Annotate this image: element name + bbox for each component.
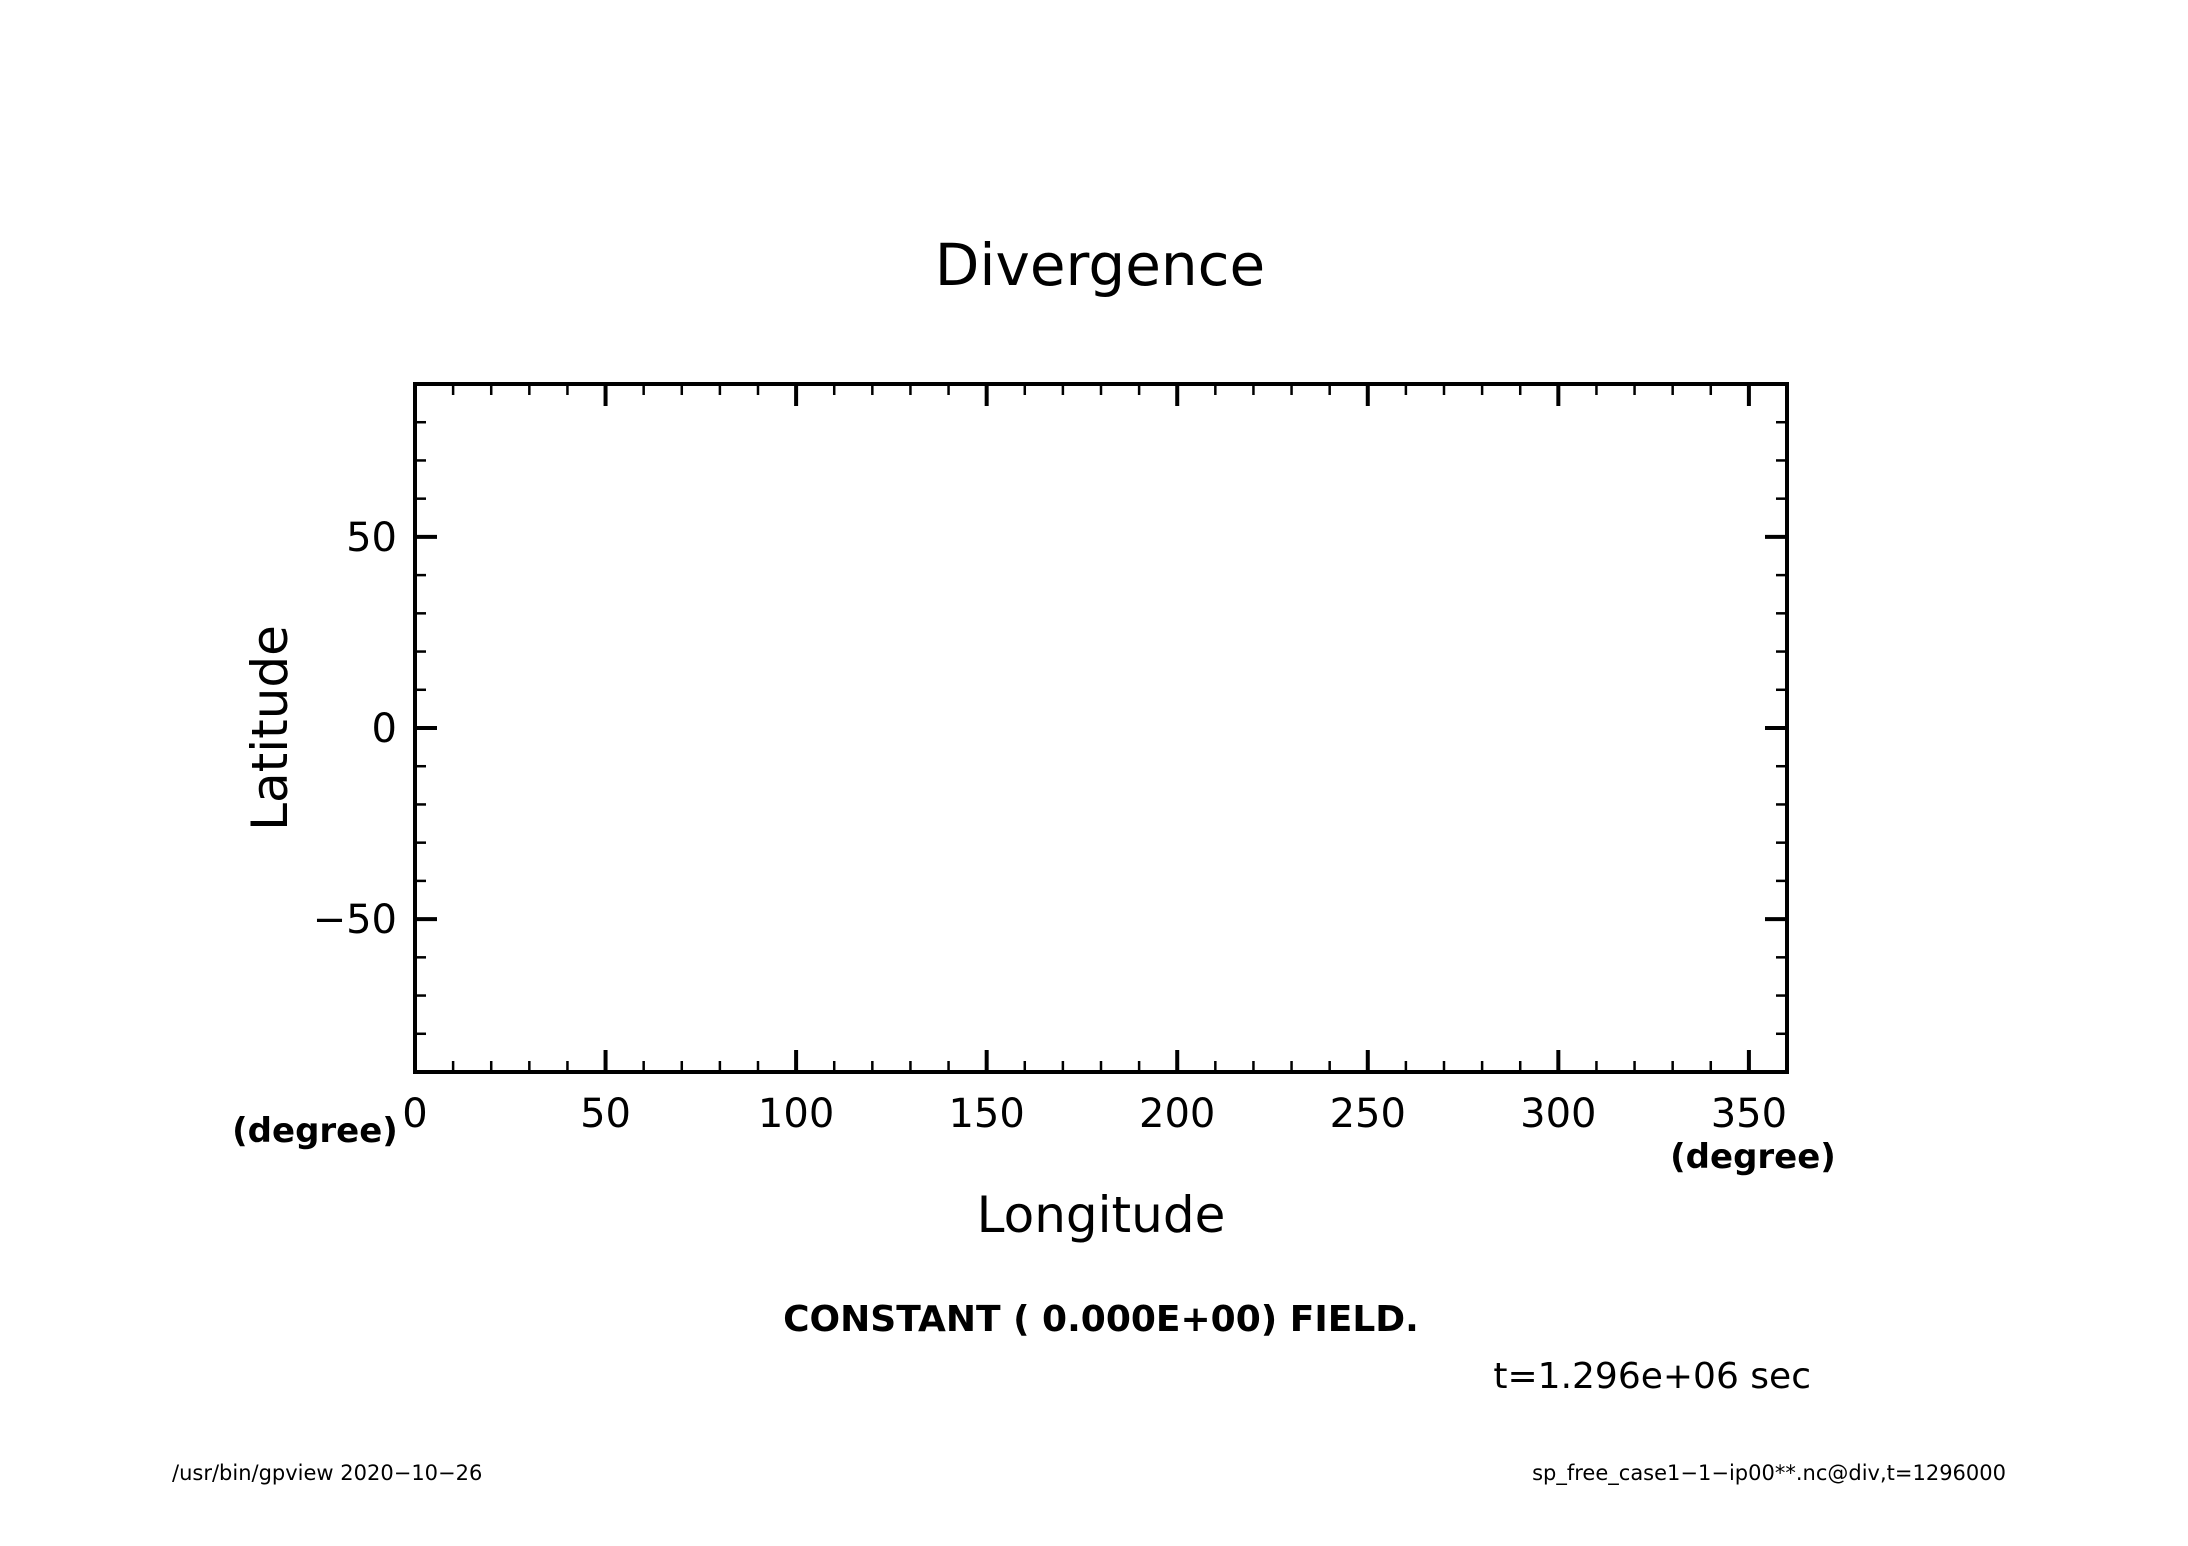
plot-area: 0 50 100 150 200 250 300 350 −50 0 50 <box>313 382 1789 1137</box>
footer-right: sp_free_case1−1−ip00**.nc@div,t=1296000 <box>1532 1461 2006 1486</box>
y-tick-label: 50 <box>346 515 397 561</box>
x-tick-label: 300 <box>1520 1091 1596 1137</box>
x-tick-labels: 0 50 100 150 200 250 300 350 <box>402 1091 1787 1137</box>
chart-title: Divergence <box>935 231 1265 299</box>
y-axis-label: Latitude <box>241 625 299 831</box>
x-tick-label: 250 <box>1330 1091 1406 1137</box>
field-message: CONSTANT ( 0.000E+00) FIELD. <box>783 1299 1419 1340</box>
x-tick-label: 50 <box>580 1091 631 1137</box>
axis-ticks <box>413 382 1789 1074</box>
x-tick-label: 350 <box>1711 1091 1787 1137</box>
plot-frame <box>413 382 1789 1074</box>
x-units-right: (degree) <box>1670 1137 1836 1177</box>
y-tick-label: 0 <box>372 706 397 752</box>
footer-left: /usr/bin/gpview 2020−10−26 <box>172 1461 482 1485</box>
y-tick-labels: −50 0 50 <box>313 515 397 943</box>
time-label: t=1.296e+06 sec <box>1493 1356 1811 1397</box>
x-axis-label: Longitude <box>977 1186 1226 1244</box>
y-tick-label: −50 <box>313 897 397 943</box>
x-tick-label: 200 <box>1139 1091 1215 1137</box>
x-tick-label: 150 <box>948 1091 1024 1137</box>
x-tick-label: 0 <box>402 1091 427 1137</box>
x-tick-label: 100 <box>758 1091 834 1137</box>
x-units-left: (degree) <box>232 1111 398 1151</box>
